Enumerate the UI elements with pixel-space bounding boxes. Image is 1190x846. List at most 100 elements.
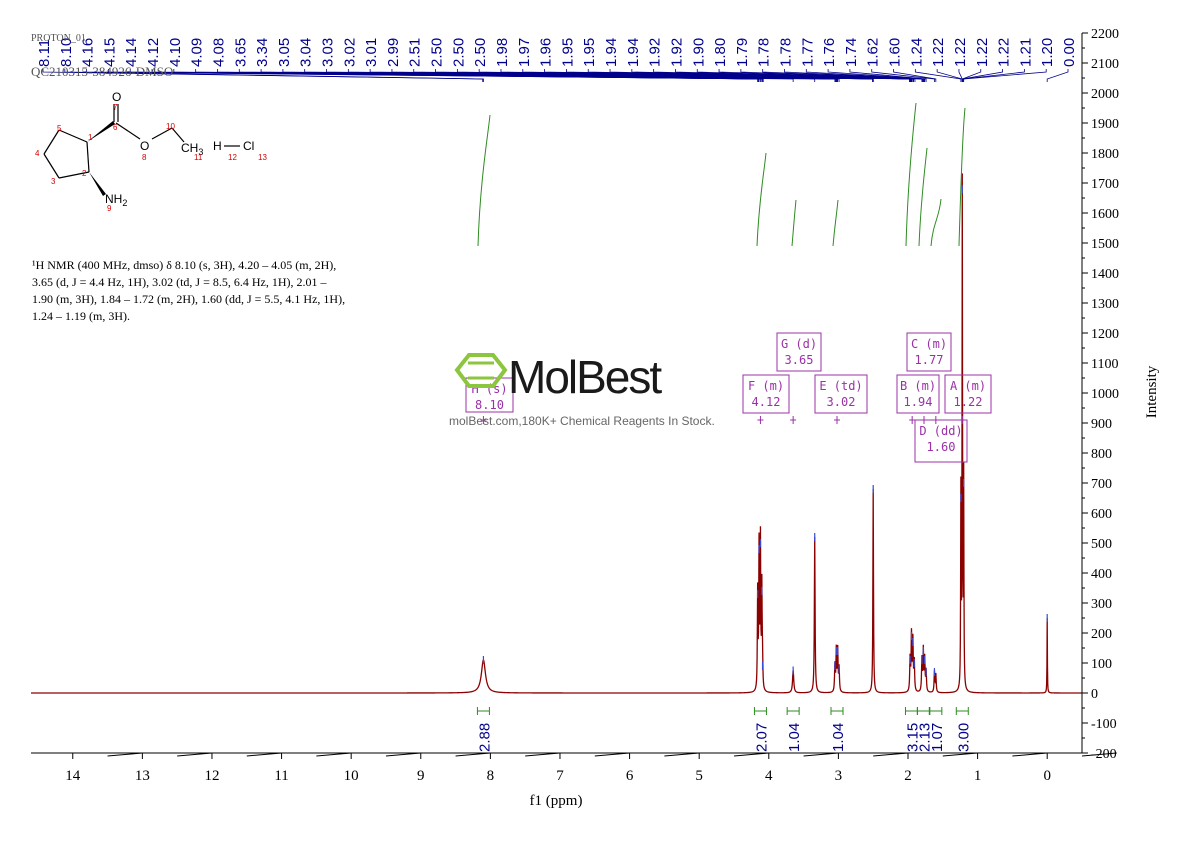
peak-leader-line [805,69,925,82]
integral-group: 2.88 2.07 1.04 1.04 3.152.131.07 3.00 [476,102,972,752]
integral-curve [756,152,767,247]
peak-leader-line [827,69,926,82]
integral-value: 3.15 [904,723,921,752]
ester-bond [151,127,173,140]
atom-number: 6 [113,123,118,132]
x-tick-label: 12 [204,768,219,784]
integral-curve [905,102,917,247]
peak-shift-label: 8.10 [58,38,75,67]
nmr-description-line: 1.24 – 1.19 (m, 3H). [32,309,130,323]
peak-leader-line [961,69,1003,82]
spectrum-group [31,173,1082,694]
peak-shift-label: 1.95 [581,38,598,67]
atom-number: 2 [82,169,87,178]
header-sample: QC210315-384926-DMSO [31,64,173,79]
peak-shift-label: 2.50 [472,38,489,67]
multiplet-label: G (d) [781,337,817,351]
multiplet-box [776,332,822,372]
peak-shift-label: 4.14 [123,38,140,67]
y-tick-label: 400 [1091,567,1112,582]
multiplet-box [742,374,790,414]
multiplet-label: C (m) [911,337,947,351]
peak-shift-label: 1.94 [625,38,642,67]
integral-value: 2.88 [476,723,493,752]
x-tick-label: 9 [417,768,425,784]
peak-leader-line [893,69,937,82]
x-minor-tick [107,752,143,757]
peak-leader-line [963,69,1047,82]
peak-shift-label: 1.96 [538,38,555,67]
x-minor-tick [594,752,630,757]
nmr-description-line: 1.90 (m, 3H), 1.84 – 1.72 (m, 2H), 1.60 … [32,292,346,306]
y-tick-label: 100 [1091,657,1112,672]
ring-bond [86,141,90,173]
brand-wordmark: MolBest [508,351,662,403]
multiplet-box-group: H (s)8.10F (m)4.12G (d)3.65E (td)3.02B (… [465,332,992,463]
peak-shift-label: 1.98 [494,38,511,67]
multiplet-box [906,332,952,372]
atom-number: 4 [35,149,40,158]
x-tick-label: 3 [835,768,843,784]
peak-shift-label: 1.21 [1017,38,1034,67]
x-minor-tick [942,752,978,757]
peak-shift-label: 4.08 [210,38,227,67]
integral-curve [832,199,839,247]
peak-shift-label: 3.03 [320,38,337,67]
atom-o-carbonyl: O [112,90,121,104]
integral-curve [791,199,797,247]
y-tick-label: 1700 [1091,177,1119,192]
nmr-description-line: 3.65 (d, J = 4.4 Hz, 1H), 3.02 (td, J = … [32,275,327,289]
peak-leader-line [696,69,916,82]
watermark: MolBest [454,351,664,403]
peak-shift-label: 1.60 [887,38,904,67]
peak-shift-label: 1.92 [668,38,685,67]
peak-leader-line [914,69,962,82]
peak-leader-line [871,69,935,82]
peak-shift-label: 1.74 [843,38,860,67]
integral-curve [930,198,942,247]
peak-shift-label: 1.22 [930,38,947,67]
ring-bond [58,129,88,143]
y-tick-label: 1300 [1091,297,1119,312]
multiplet-shift: 3.02 [827,395,856,409]
peak-shift-label: 8.11 [36,39,53,67]
y-tick-label: 800 [1091,447,1112,462]
x-tick-label: 10 [344,768,359,784]
peak-shift-label: 1.22 [996,38,1013,67]
x-tick-label: 1 [974,768,982,784]
peak-leader-line [478,69,874,82]
peak-shift-label: 1.79 [734,38,751,67]
peak-shift-label: 1.24 [908,38,925,67]
peak-leader-line [718,69,923,82]
y-tick-label: -200 [1091,747,1117,762]
x-minor-tick [177,752,213,757]
y-tick-label: 200 [1091,627,1112,642]
atom-number: 3 [51,177,56,186]
multiplet-box [944,374,992,414]
x-minor-tick [1012,752,1048,757]
molecule-structure: O O CH3 NH2 H Cl 1 2 3 4 5 6 7 8 9 10 11… [35,90,267,213]
multiplet-label: F (m) [748,379,784,393]
header-experiment: PROTON_01 [31,33,86,44]
multiplet-box [814,374,868,414]
integral-value: 1.07 [929,723,946,752]
multiplet-box [896,374,940,414]
multiplet-shift: 1.60 [927,440,956,454]
peak-shift-label: 1.20 [1039,38,1056,67]
y-tick-label: 1800 [1091,147,1119,162]
multiplet-label: A (m) [950,379,986,393]
atom-number: 9 [107,204,112,213]
multiplet-label: D (dd) [919,424,962,438]
y-tick-label: -100 [1091,717,1117,732]
multiplet-shift: 1.77 [915,353,944,367]
peak-leader-line [784,69,924,82]
peak-shift-label: 2.99 [385,38,402,67]
integral-value: 3.00 [955,723,972,752]
hexagon-logo-icon [454,353,508,388]
atom-number: 10 [166,122,175,131]
atom-ch3: CH3 [181,141,203,157]
peak-leader-line [962,69,1025,82]
atom-o-ester: O [140,139,149,153]
integral-curve [918,147,928,247]
